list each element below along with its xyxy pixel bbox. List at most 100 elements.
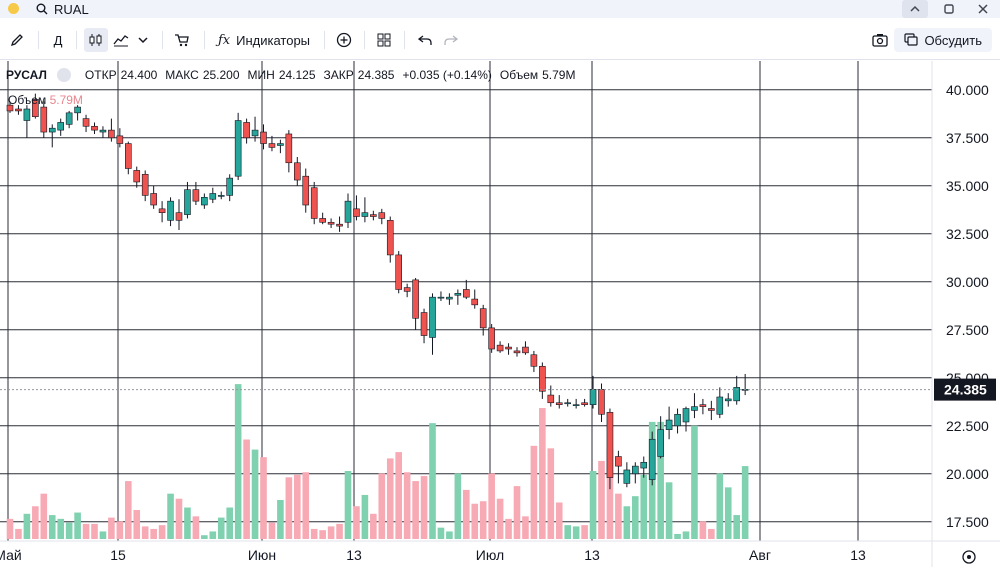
candle-body xyxy=(6,104,14,112)
volume-bar xyxy=(657,421,664,539)
candle-body xyxy=(648,438,656,480)
volume-bar xyxy=(479,501,487,539)
candle-body xyxy=(395,254,403,290)
candle-body xyxy=(32,99,39,117)
candle-body xyxy=(623,469,631,484)
symbol-search[interactable]: RUAL xyxy=(36,0,89,18)
candle-body xyxy=(547,394,555,404)
volume-bar xyxy=(23,513,31,539)
volume-bar xyxy=(158,525,166,539)
eye-icon[interactable] xyxy=(56,68,71,82)
volume-bar xyxy=(175,498,183,539)
candle-body xyxy=(403,287,411,292)
candle-body xyxy=(277,143,284,146)
legend-symbol: РУСАЛ xyxy=(6,68,47,82)
candle-body xyxy=(674,413,681,427)
candle-body xyxy=(353,208,360,217)
candle-body xyxy=(454,293,462,296)
compare-button[interactable] xyxy=(170,28,194,52)
candle-body xyxy=(522,346,529,354)
candle-body xyxy=(598,389,605,415)
collapse-button[interactable] xyxy=(902,0,928,18)
volume-bar xyxy=(99,531,107,539)
candle-body xyxy=(302,175,310,206)
candle-body xyxy=(496,344,504,352)
candle-body xyxy=(412,279,419,319)
open-label: ОТКР xyxy=(84,68,117,82)
redo-icon xyxy=(444,35,458,45)
window-titlebar: RUAL xyxy=(0,0,1000,18)
candle-body xyxy=(57,122,65,131)
candle-body xyxy=(23,108,31,121)
layout-button[interactable] xyxy=(372,28,396,52)
volume-bar xyxy=(513,486,521,539)
price-tick-label: 37.500 xyxy=(946,130,989,146)
last-price-box xyxy=(934,378,996,401)
high-label: МАКС xyxy=(165,68,199,82)
price-tick-label: 35.000 xyxy=(946,178,989,194)
volume-bar xyxy=(260,457,267,539)
candle-body xyxy=(201,197,208,206)
chevron-down-icon xyxy=(138,37,148,44)
time-tick-label: 13 xyxy=(584,547,600,563)
maximize-button[interactable] xyxy=(936,0,962,18)
undo-button[interactable] xyxy=(414,28,436,52)
volume-bar xyxy=(615,493,622,539)
volume-bar xyxy=(133,510,141,539)
area-chart-icon xyxy=(113,35,129,47)
volume-bar xyxy=(141,526,149,539)
settings-icon-center xyxy=(967,555,971,559)
candle-body xyxy=(708,408,715,411)
chart-pane[interactable]: 40.000 37.500 35.000 32.500 30.000 27.500 25.0… xyxy=(0,61,1000,567)
cart-icon xyxy=(175,34,189,47)
candle-body xyxy=(293,162,301,181)
time-tick-label: Июл xyxy=(476,547,504,563)
price-tick-label: 40.000 xyxy=(946,82,989,98)
volume-bar xyxy=(522,516,529,539)
interval-button[interactable]: Д xyxy=(53,32,63,48)
chart-type-dropdown[interactable] xyxy=(134,28,152,52)
area-chart-type-button[interactable] xyxy=(110,28,132,52)
volume-bar xyxy=(623,506,631,539)
candle-body xyxy=(539,365,546,392)
candle-body xyxy=(682,408,690,423)
discuss-label: Обсудить xyxy=(924,32,982,48)
volume-bar xyxy=(277,499,284,539)
volume-bar xyxy=(192,516,200,539)
volume-bar xyxy=(15,528,22,539)
search-icon xyxy=(36,3,48,15)
candle-body xyxy=(555,402,563,405)
volume-bar xyxy=(403,472,411,539)
screenshot-button[interactable] xyxy=(868,28,892,52)
candle-body xyxy=(386,220,394,256)
candle-body xyxy=(285,133,293,164)
volume-bar xyxy=(429,423,436,539)
candle-body xyxy=(657,429,664,457)
candle-body xyxy=(513,350,521,354)
time-tick-label: 15 xyxy=(110,547,126,563)
volume-bar xyxy=(6,518,14,539)
price-chart[interactable]: 40.00037.50035.00032.50030.00027.50025.0… xyxy=(0,61,1000,567)
discuss-button[interactable]: Обсудить xyxy=(894,28,992,52)
open-value: 24.400 xyxy=(120,68,158,82)
volume-bar xyxy=(437,527,445,539)
candle-body xyxy=(505,346,512,350)
candle-body xyxy=(175,212,183,221)
redo-button[interactable] xyxy=(440,28,462,52)
volume-bar xyxy=(32,506,39,539)
price-tick-label: 32.500 xyxy=(946,226,989,242)
volume-bar xyxy=(733,515,740,539)
candle-body xyxy=(471,298,479,306)
candle-body xyxy=(116,135,124,144)
volume-bar xyxy=(201,535,208,539)
price-tick-label: 20.000 xyxy=(946,466,989,482)
candlestick-icon xyxy=(89,34,102,46)
candles-chart-type-button[interactable] xyxy=(84,28,108,52)
candle-body xyxy=(437,296,445,299)
add-button[interactable] xyxy=(332,28,356,52)
indicators-button[interactable]: ƒx Индикаторы xyxy=(214,28,314,52)
volume-bar xyxy=(91,523,98,539)
close-button[interactable] xyxy=(970,0,996,18)
volume-bar xyxy=(741,466,749,539)
drawing-tools-button[interactable] xyxy=(6,28,28,52)
